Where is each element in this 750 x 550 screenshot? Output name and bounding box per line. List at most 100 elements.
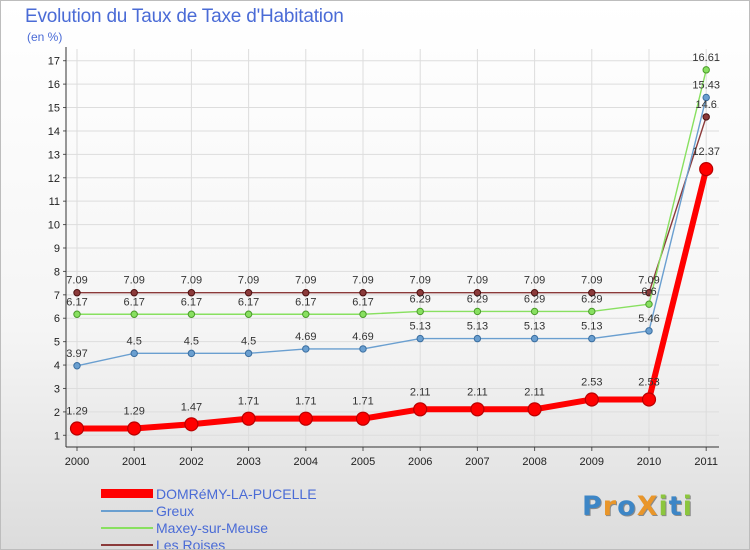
proxiti-logo: ProXiti <box>582 491 693 522</box>
x-tick-label: 2005 <box>351 456 375 468</box>
data-point <box>355 411 371 426</box>
data-point <box>588 334 596 343</box>
legend-item: DOMRéMY-LA-PUCELLE <box>101 485 317 502</box>
data-label: 7.09 <box>524 275 545 287</box>
data-point <box>530 307 539 316</box>
data-point <box>470 402 485 417</box>
data-label: 6.29 <box>409 293 430 305</box>
data-point <box>588 289 596 297</box>
data-point <box>702 66 710 74</box>
y-tick-label: 8 <box>54 266 60 278</box>
data-point <box>588 307 596 316</box>
x-tick-label: 2000 <box>65 456 89 468</box>
data-label: 16.61 <box>692 52 720 64</box>
data-point <box>416 334 424 343</box>
x-tick-label: 2011 <box>694 456 718 468</box>
data-label: 6.17 <box>66 296 87 308</box>
data-label: 6.29 <box>467 293 488 305</box>
data-label: 4.5 <box>241 335 256 347</box>
y-tick-label: 14 <box>48 126 60 138</box>
y-tick-label: 16 <box>48 79 60 91</box>
y-tick-label: 10 <box>48 220 60 232</box>
data-label: 6.29 <box>581 293 602 305</box>
data-label: 6.17 <box>181 296 202 308</box>
data-label: 2.53 <box>638 376 659 388</box>
data-point <box>302 345 310 353</box>
data-point <box>187 289 196 297</box>
data-label: 1.29 <box>123 406 144 418</box>
legend-label: Les Roises <box>156 536 226 550</box>
legend-swatch <box>101 489 153 498</box>
data-label: 7.09 <box>409 275 430 287</box>
data-label: 7.09 <box>638 275 659 287</box>
data-label: 6.17 <box>238 296 259 308</box>
data-label: 2.53 <box>581 376 602 388</box>
data-label: 6.29 <box>524 293 545 305</box>
data-label: 6.17 <box>352 296 373 308</box>
data-point <box>702 113 710 121</box>
data-label: 1.29 <box>66 406 87 418</box>
y-tick-label: 11 <box>49 196 60 208</box>
x-tick-label: 2010 <box>637 456 661 468</box>
x-tick-label: 2009 <box>580 456 604 468</box>
y-tick-label: 13 <box>48 149 60 161</box>
legend-item: Greux <box>101 502 317 519</box>
data-label: 7.09 <box>352 275 373 287</box>
y-tick-label: 4 <box>54 360 60 372</box>
data-label: 7.09 <box>123 275 144 287</box>
data-point <box>702 93 710 102</box>
y-tick-label: 6 <box>54 313 60 325</box>
logo-letter: P <box>582 491 603 522</box>
data-point <box>641 392 657 407</box>
data-label: 14.6 <box>695 99 716 111</box>
data-point <box>73 289 81 297</box>
logo-letter: i <box>682 491 693 522</box>
y-tick-label: 5 <box>54 337 60 349</box>
legend-label: Maxey-sur-Meuse <box>156 519 269 536</box>
data-label: 5.13 <box>524 321 545 333</box>
data-point <box>187 349 196 358</box>
x-tick-label: 2006 <box>408 456 432 468</box>
data-label: 5.46 <box>638 313 659 325</box>
data-point <box>130 310 138 318</box>
data-label: 7.09 <box>181 275 202 287</box>
data-label: 2.11 <box>467 386 488 398</box>
data-label: 1.71 <box>352 396 373 408</box>
y-tick-label: 3 <box>54 383 60 395</box>
data-point <box>359 289 367 297</box>
x-tick-label: 2004 <box>294 456 318 468</box>
x-tick-label: 2003 <box>236 456 260 468</box>
logo-letter: r <box>602 491 618 522</box>
legend-item: Maxey-sur-Meuse <box>101 519 317 536</box>
y-tick-label: 2 <box>54 407 60 419</box>
data-point <box>645 327 653 335</box>
data-point <box>187 310 196 318</box>
x-tick-label: 2007 <box>465 456 489 468</box>
logo-letter: o <box>617 491 637 522</box>
legend-swatch <box>101 543 153 546</box>
data-label: 2.11 <box>524 386 545 398</box>
data-label: 2.11 <box>410 386 431 398</box>
data-label: 7.09 <box>295 275 316 287</box>
data-point <box>302 289 310 297</box>
data-point <box>130 349 138 358</box>
data-point <box>416 307 424 316</box>
chart-legend: DOMRéMY-LA-PUCELLE Greux Maxey-sur-Meuse Le… <box>101 485 317 550</box>
y-tick-label: 9 <box>54 243 60 255</box>
data-label: 1.71 <box>238 396 259 408</box>
data-label: 6.17 <box>123 296 144 308</box>
logo-letter: i <box>658 491 669 522</box>
chart-title: Evolution du Taux de Taxe d'Habitation <box>25 6 344 27</box>
data-point <box>473 334 482 343</box>
data-point <box>69 421 85 436</box>
series-line-0 <box>74 166 710 432</box>
y-tick-label: 12 <box>48 173 60 185</box>
data-point <box>302 310 310 318</box>
data-label: 7.09 <box>467 275 488 287</box>
series-line-3 <box>76 116 707 294</box>
data-label: 1.71 <box>295 396 316 408</box>
data-label: 5.13 <box>581 321 602 333</box>
data-label: 15.43 <box>692 79 720 91</box>
